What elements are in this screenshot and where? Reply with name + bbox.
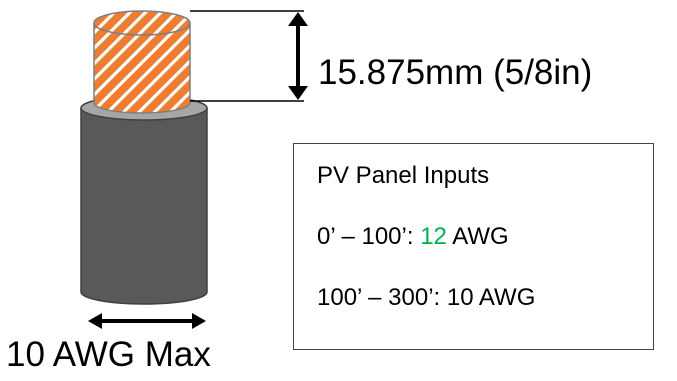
max-gauge-label: 10 AWG Max bbox=[6, 335, 211, 374]
dimension-label: 15.875mm (5/8in) bbox=[318, 53, 593, 92]
wire-cable-icon bbox=[80, 10, 208, 305]
inputs-box-title: PV Panel Inputs bbox=[317, 162, 490, 189]
cable-jacket bbox=[80, 107, 208, 305]
short-run-unit: AWG bbox=[446, 223, 509, 250]
vertical-dimension-arrow bbox=[288, 12, 308, 100]
inputs-row-short-run: 0’ – 100’: 12 AWG bbox=[317, 222, 653, 252]
short-run-gauge-value: 12 bbox=[420, 223, 447, 250]
cable-conductor bbox=[93, 23, 191, 114]
inputs-row-long-run: 100’ – 300’: 10 AWG bbox=[317, 284, 536, 311]
cable-conductor-top bbox=[93, 10, 191, 36]
pv-inputs-box: PV Panel Inputs 0’ – 100’: 12 AWG 100’ –… bbox=[293, 143, 654, 350]
horizontal-dimension-arrow bbox=[88, 313, 206, 329]
short-run-range: 0’ – 100’: bbox=[317, 223, 421, 250]
